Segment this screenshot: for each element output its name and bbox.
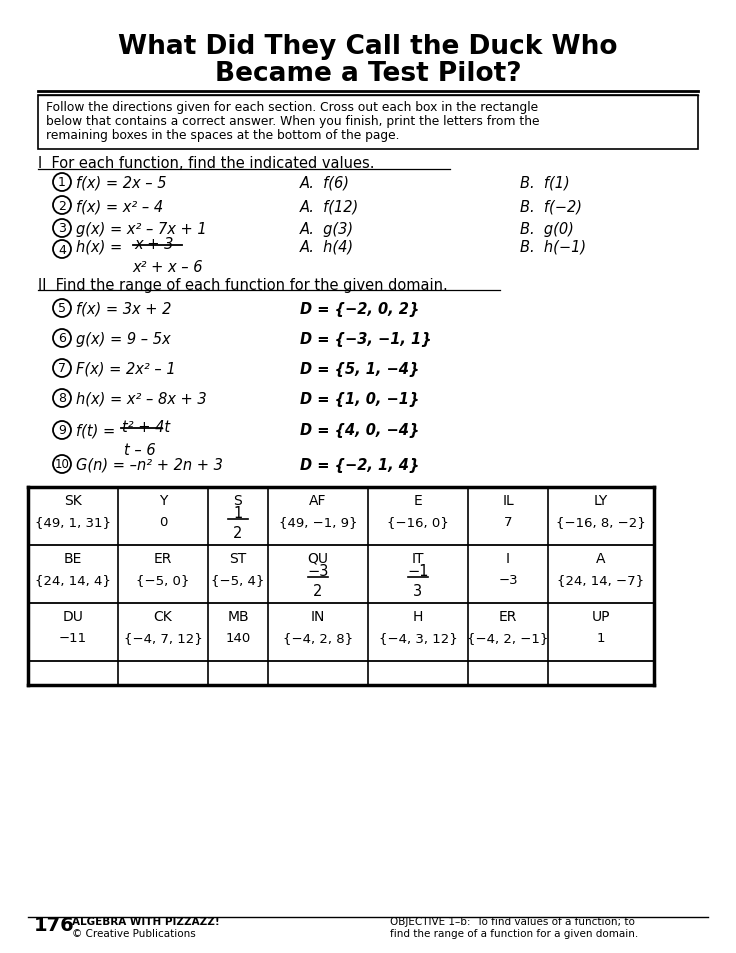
Text: x + 3: x + 3 bbox=[134, 236, 174, 252]
Text: D = {5, 1, −4}: D = {5, 1, −4} bbox=[300, 361, 420, 376]
Text: II  Find the range of each function for the given domain.: II Find the range of each function for t… bbox=[38, 277, 447, 293]
Text: 6: 6 bbox=[58, 333, 66, 345]
Text: Became a Test Pilot?: Became a Test Pilot? bbox=[215, 61, 521, 87]
Text: ALGEBRA WITH PIZZAZZ!: ALGEBRA WITH PIZZAZZ! bbox=[72, 916, 220, 926]
Text: {−4, 2, 8}: {−4, 2, 8} bbox=[283, 632, 353, 645]
Text: G(n) = –n² + 2n + 3: G(n) = –n² + 2n + 3 bbox=[76, 457, 223, 473]
Text: F(x) = 2x² – 1: F(x) = 2x² – 1 bbox=[76, 361, 176, 376]
Text: {−5, 0}: {−5, 0} bbox=[136, 574, 190, 587]
Text: I: I bbox=[506, 552, 510, 565]
Text: B.  f(−2): B. f(−2) bbox=[520, 199, 582, 213]
Text: {−4, 7, 12}: {−4, 7, 12} bbox=[124, 632, 202, 645]
Text: 2: 2 bbox=[233, 525, 243, 540]
Text: AF: AF bbox=[309, 494, 327, 507]
Text: A: A bbox=[596, 552, 606, 565]
Text: IN: IN bbox=[311, 609, 325, 623]
Text: −11: −11 bbox=[59, 632, 87, 645]
Text: f(x) = x² – 4: f(x) = x² – 4 bbox=[76, 199, 163, 213]
Text: BE: BE bbox=[64, 552, 82, 565]
Text: A.  f(12): A. f(12) bbox=[300, 199, 359, 213]
Text: g(x) = x² – 7x + 1: g(x) = x² – 7x + 1 bbox=[76, 222, 207, 236]
Text: MB: MB bbox=[227, 609, 249, 623]
Text: What Did They Call the Duck Who: What Did They Call the Duck Who bbox=[118, 34, 618, 60]
Text: −3: −3 bbox=[498, 574, 518, 587]
Text: {24, 14, 4}: {24, 14, 4} bbox=[35, 574, 111, 587]
Text: t – 6: t – 6 bbox=[124, 442, 155, 457]
Text: SK: SK bbox=[64, 494, 82, 507]
Text: D = {−2, 0, 2}: D = {−2, 0, 2} bbox=[300, 302, 420, 316]
Text: H: H bbox=[413, 609, 423, 623]
Text: h(x) =: h(x) = bbox=[76, 240, 127, 254]
Text: f(x) = 3x + 2: f(x) = 3x + 2 bbox=[76, 302, 171, 316]
Text: 1: 1 bbox=[597, 632, 605, 645]
Text: IT: IT bbox=[411, 552, 424, 565]
Text: {−16, 8, −2}: {−16, 8, −2} bbox=[556, 516, 646, 529]
Text: −3: −3 bbox=[308, 563, 329, 578]
Text: Y: Y bbox=[159, 494, 167, 507]
Text: −1: −1 bbox=[407, 563, 429, 578]
Text: remaining boxes in the spaces at the bottom of the page.: remaining boxes in the spaces at the bot… bbox=[46, 129, 400, 142]
Text: 0: 0 bbox=[159, 516, 167, 529]
Text: D = {4, 0, −4}: D = {4, 0, −4} bbox=[300, 422, 420, 437]
Text: 7: 7 bbox=[58, 362, 66, 375]
Text: ER: ER bbox=[499, 609, 517, 623]
Text: B.  h(−1): B. h(−1) bbox=[520, 240, 586, 254]
Text: DU: DU bbox=[63, 609, 83, 623]
Text: D = {1, 0, −1}: D = {1, 0, −1} bbox=[300, 392, 420, 407]
Text: 2: 2 bbox=[58, 199, 66, 213]
Text: 9: 9 bbox=[58, 424, 66, 437]
Text: 1: 1 bbox=[233, 505, 243, 520]
Text: {−5, 4}: {−5, 4} bbox=[211, 574, 265, 587]
Text: {−4, 3, 12}: {−4, 3, 12} bbox=[378, 632, 457, 645]
Text: 3: 3 bbox=[414, 583, 422, 598]
Text: g(x) = 9 – 5x: g(x) = 9 – 5x bbox=[76, 332, 171, 347]
Text: f(x) = 2x – 5: f(x) = 2x – 5 bbox=[76, 175, 166, 191]
Text: 1: 1 bbox=[58, 176, 66, 190]
Text: 7: 7 bbox=[503, 516, 512, 529]
Text: IL: IL bbox=[502, 494, 514, 507]
Bar bbox=[38, 96, 698, 150]
Text: QU: QU bbox=[308, 552, 328, 565]
Text: D = {−3, −1, 1}: D = {−3, −1, 1} bbox=[300, 332, 431, 347]
Text: {49, −1, 9}: {49, −1, 9} bbox=[279, 516, 357, 529]
Text: t² + 4t: t² + 4t bbox=[122, 419, 170, 435]
Text: h(x) = x² – 8x + 3: h(x) = x² – 8x + 3 bbox=[76, 392, 207, 407]
Text: {−16, 0}: {−16, 0} bbox=[387, 516, 449, 529]
Text: find the range of a function for a given domain.: find the range of a function for a given… bbox=[390, 928, 638, 938]
Text: B.  f(1): B. f(1) bbox=[520, 175, 570, 191]
Text: ST: ST bbox=[230, 552, 247, 565]
Text: CK: CK bbox=[154, 609, 172, 623]
Text: E: E bbox=[414, 494, 422, 507]
Text: OBJECTIVE 1–b:  To find values of a function; to: OBJECTIVE 1–b: To find values of a funct… bbox=[390, 916, 635, 926]
Text: 2: 2 bbox=[314, 583, 322, 598]
Text: S: S bbox=[233, 494, 242, 507]
Text: 8: 8 bbox=[58, 392, 66, 405]
Text: 4: 4 bbox=[58, 243, 66, 256]
Text: 176: 176 bbox=[34, 916, 75, 935]
Text: {49, 1, 31}: {49, 1, 31} bbox=[35, 516, 111, 529]
Text: {−4, 2, −1}: {−4, 2, −1} bbox=[467, 632, 548, 645]
Text: A.  f(6): A. f(6) bbox=[300, 175, 350, 191]
Text: Follow the directions given for each section. Cross out each box in the rectangl: Follow the directions given for each sec… bbox=[46, 101, 538, 113]
Text: x² + x – 6: x² + x – 6 bbox=[132, 260, 202, 274]
Text: LY: LY bbox=[594, 494, 608, 507]
Text: 3: 3 bbox=[58, 222, 66, 235]
Text: ER: ER bbox=[154, 552, 172, 565]
Text: below that contains a correct answer. When you finish, print the letters from th: below that contains a correct answer. Wh… bbox=[46, 115, 539, 128]
Text: 140: 140 bbox=[225, 632, 251, 645]
Text: © Creative Publications: © Creative Publications bbox=[72, 928, 196, 938]
Text: f(t) =: f(t) = bbox=[76, 422, 120, 437]
Text: D = {−2, 1, 4}: D = {−2, 1, 4} bbox=[300, 457, 420, 473]
Text: {24, 14, −7}: {24, 14, −7} bbox=[557, 574, 645, 587]
Text: A.  g(3): A. g(3) bbox=[300, 222, 354, 236]
Text: A.  h(4): A. h(4) bbox=[300, 240, 354, 254]
Text: UP: UP bbox=[592, 609, 610, 623]
Text: B.  g(0): B. g(0) bbox=[520, 222, 574, 236]
Text: I  For each function, find the indicated values.: I For each function, find the indicated … bbox=[38, 156, 375, 171]
Text: 10: 10 bbox=[54, 458, 69, 471]
Text: 5: 5 bbox=[58, 302, 66, 315]
